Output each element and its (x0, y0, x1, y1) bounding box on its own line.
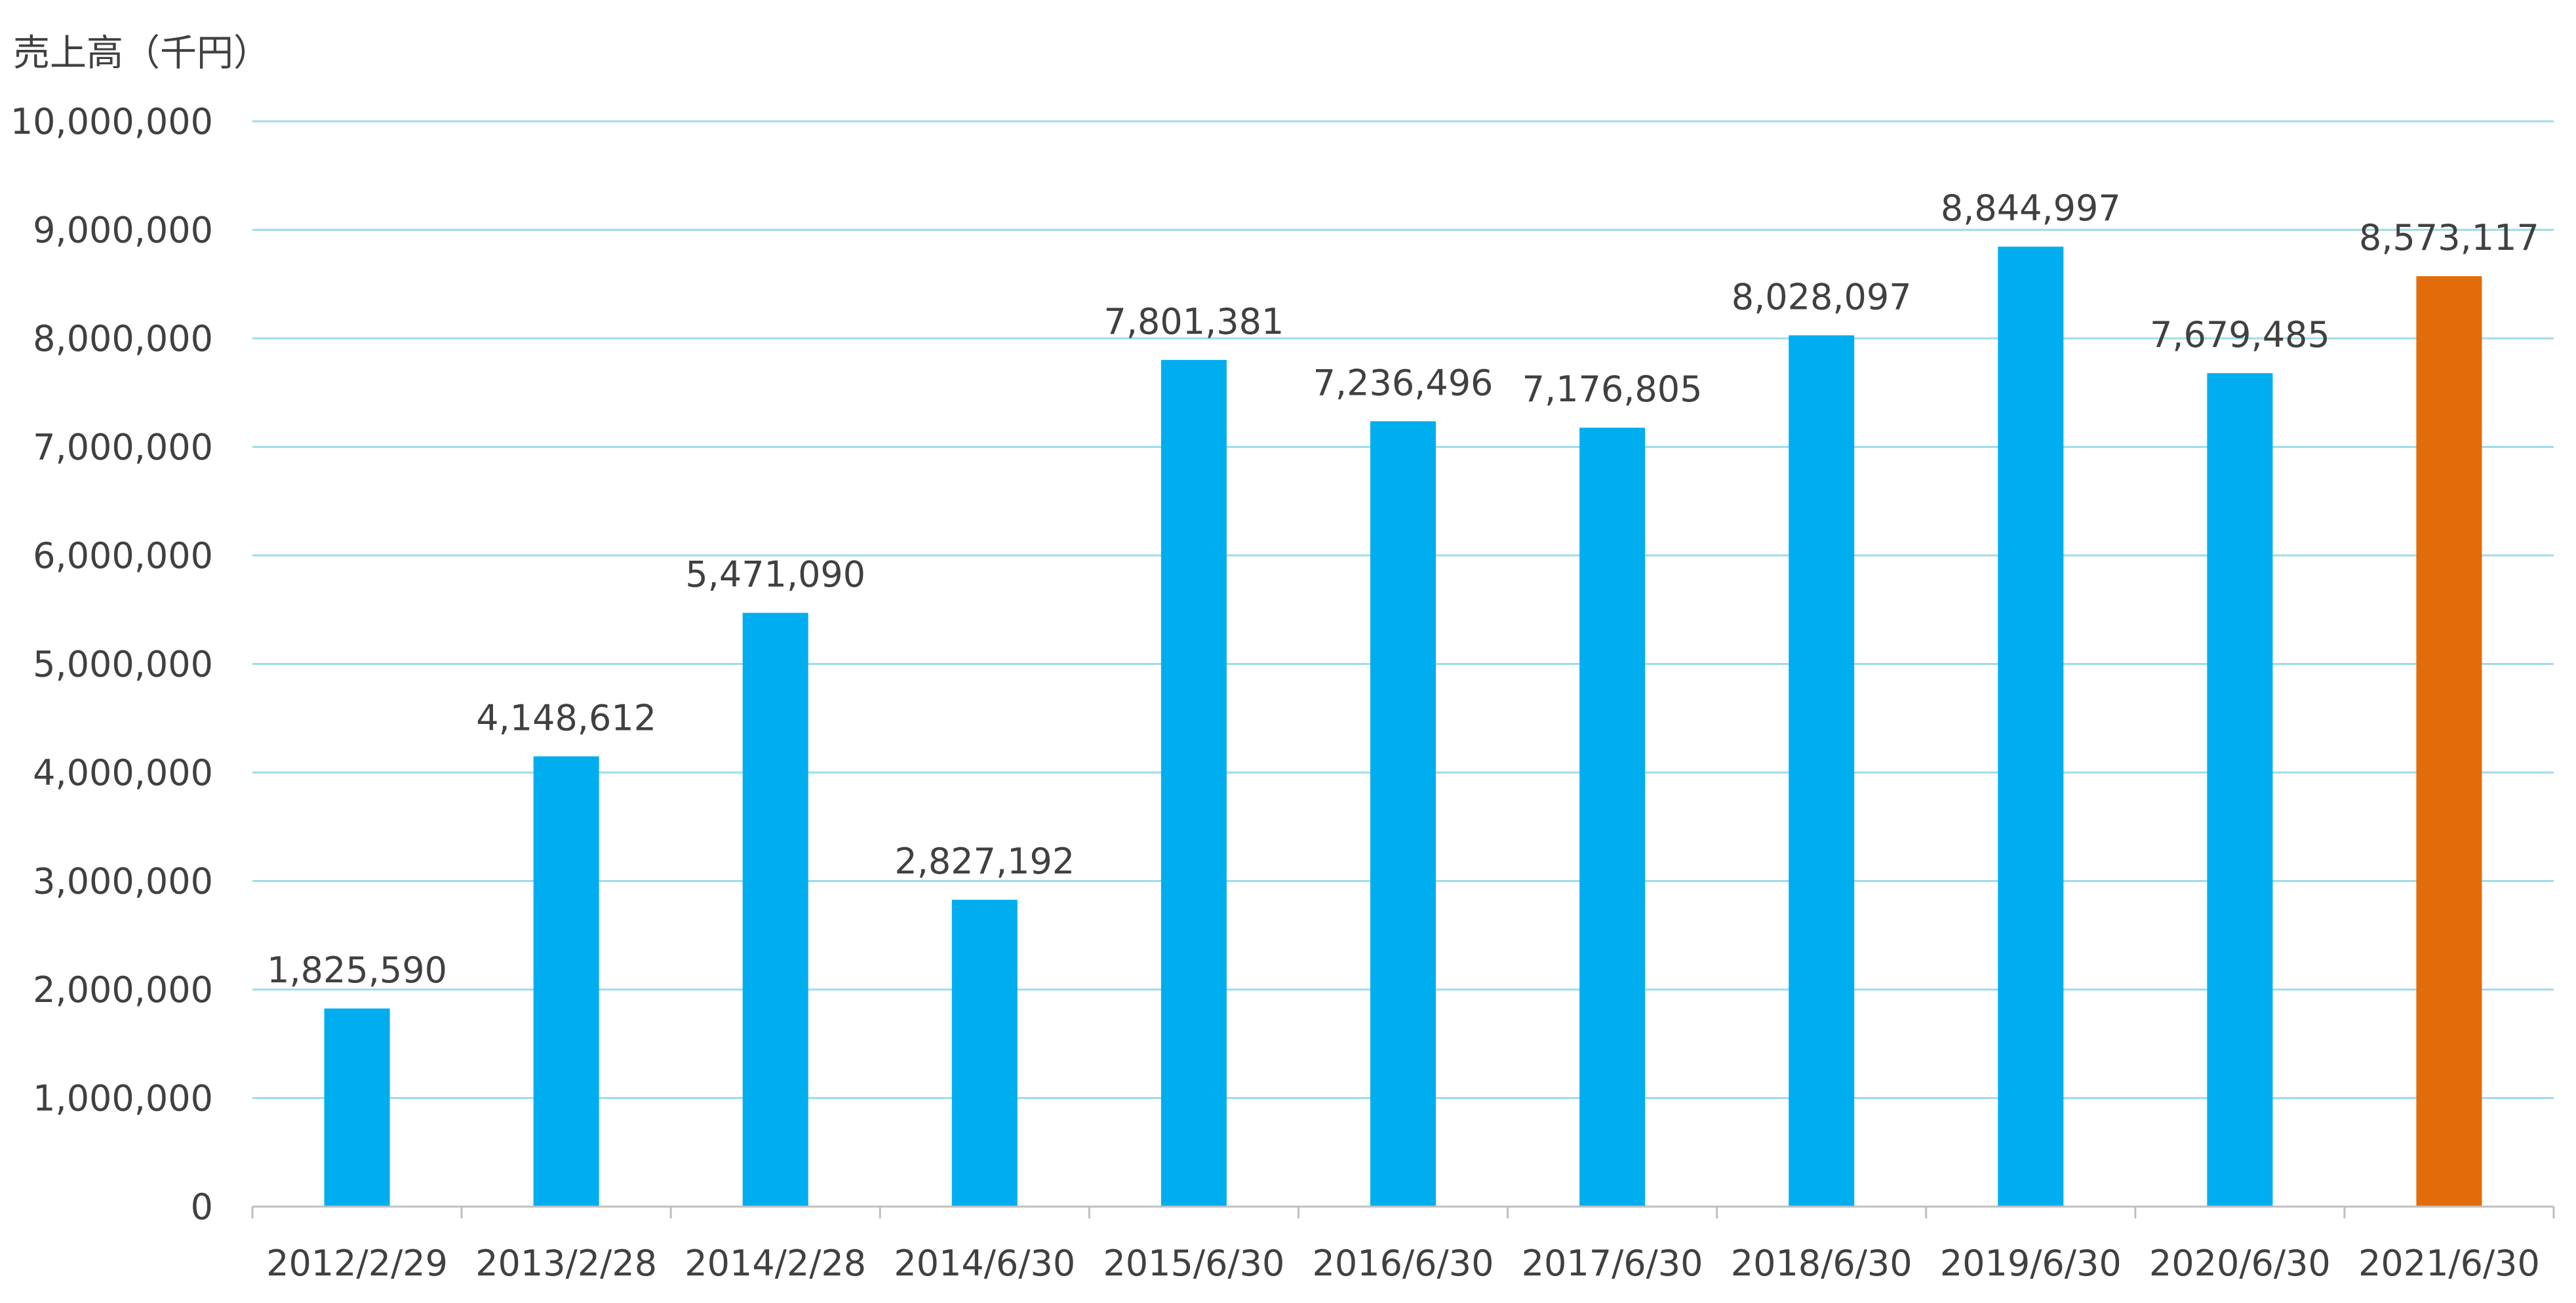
bars (324, 247, 2482, 1207)
data-label: 7,801,381 (1103, 301, 1284, 342)
x-tick-label: 2021/6/30 (2358, 1243, 2540, 1284)
bar (742, 612, 808, 1207)
x-axis (251, 1205, 2555, 1218)
x-tick-label: 2019/6/30 (1940, 1243, 2122, 1284)
x-tick-label: 2014/2/28 (684, 1243, 866, 1284)
bar (533, 756, 599, 1207)
y-tick-label: 6,000,000 (33, 535, 213, 576)
data-label: 1,825,590 (267, 950, 447, 991)
bar (2416, 276, 2482, 1207)
x-tick-label: 2015/6/30 (1103, 1243, 1284, 1284)
y-tick-label: 3,000,000 (33, 861, 213, 902)
y-tick-label: 10,000,000 (10, 101, 213, 142)
x-tick-label: 2013/2/28 (475, 1243, 657, 1284)
data-label: 7,679,485 (2150, 314, 2330, 355)
data-labels: 1,825,590 4,148,612 5,471,090 2,827,192 7,80… (267, 188, 2539, 991)
y-tick-label: 4,000,000 (33, 752, 213, 793)
x-axis-ticks: 2012/2/29 2013/2/28 2014/2/28 2014/6/30 2015… (266, 1243, 2540, 1284)
bar (2207, 373, 2273, 1207)
data-label: 8,028,097 (1732, 276, 1912, 317)
y-axis-ticks: 0 1,000,000 2,000,000 3,000,000 4,000,000 5,0… (10, 101, 213, 1228)
y-tick-label: 5,000,000 (33, 644, 213, 685)
data-label: 8,844,997 (1941, 188, 2121, 229)
bar (1370, 421, 1436, 1207)
bar (951, 900, 1018, 1207)
data-label: 5,471,090 (685, 554, 865, 595)
data-label: 4,148,612 (476, 697, 656, 738)
data-label: 7,176,805 (1522, 369, 1703, 410)
x-tick-label: 2016/6/30 (1313, 1243, 1494, 1284)
y-tick-label: 9,000,000 (33, 210, 213, 251)
bar (1998, 247, 2064, 1207)
data-label: 7,236,496 (1313, 362, 1494, 403)
x-tick-label: 2012/2/29 (266, 1243, 448, 1284)
y-tick-label: 8,000,000 (33, 318, 213, 359)
bar (1160, 359, 1227, 1207)
data-label: 2,827,192 (894, 841, 1075, 882)
data-label: 8,573,117 (2359, 217, 2539, 258)
y-tick-label: 2,000,000 (33, 969, 213, 1011)
y-axis-title: 売上高（千円） (13, 32, 270, 75)
y-tick-label: 0 (191, 1186, 213, 1228)
y-tick-label: 7,000,000 (33, 427, 213, 468)
y-tick-label: 1,000,000 (33, 1078, 213, 1119)
bar (1579, 428, 1646, 1207)
bar (324, 1008, 390, 1207)
x-tick-label: 2014/6/30 (894, 1243, 1075, 1284)
x-tick-label: 2018/6/30 (1731, 1243, 1912, 1284)
bar (1789, 335, 1855, 1207)
x-tick-label: 2020/6/30 (2149, 1243, 2331, 1284)
x-tick-label: 2017/6/30 (1522, 1243, 1703, 1284)
